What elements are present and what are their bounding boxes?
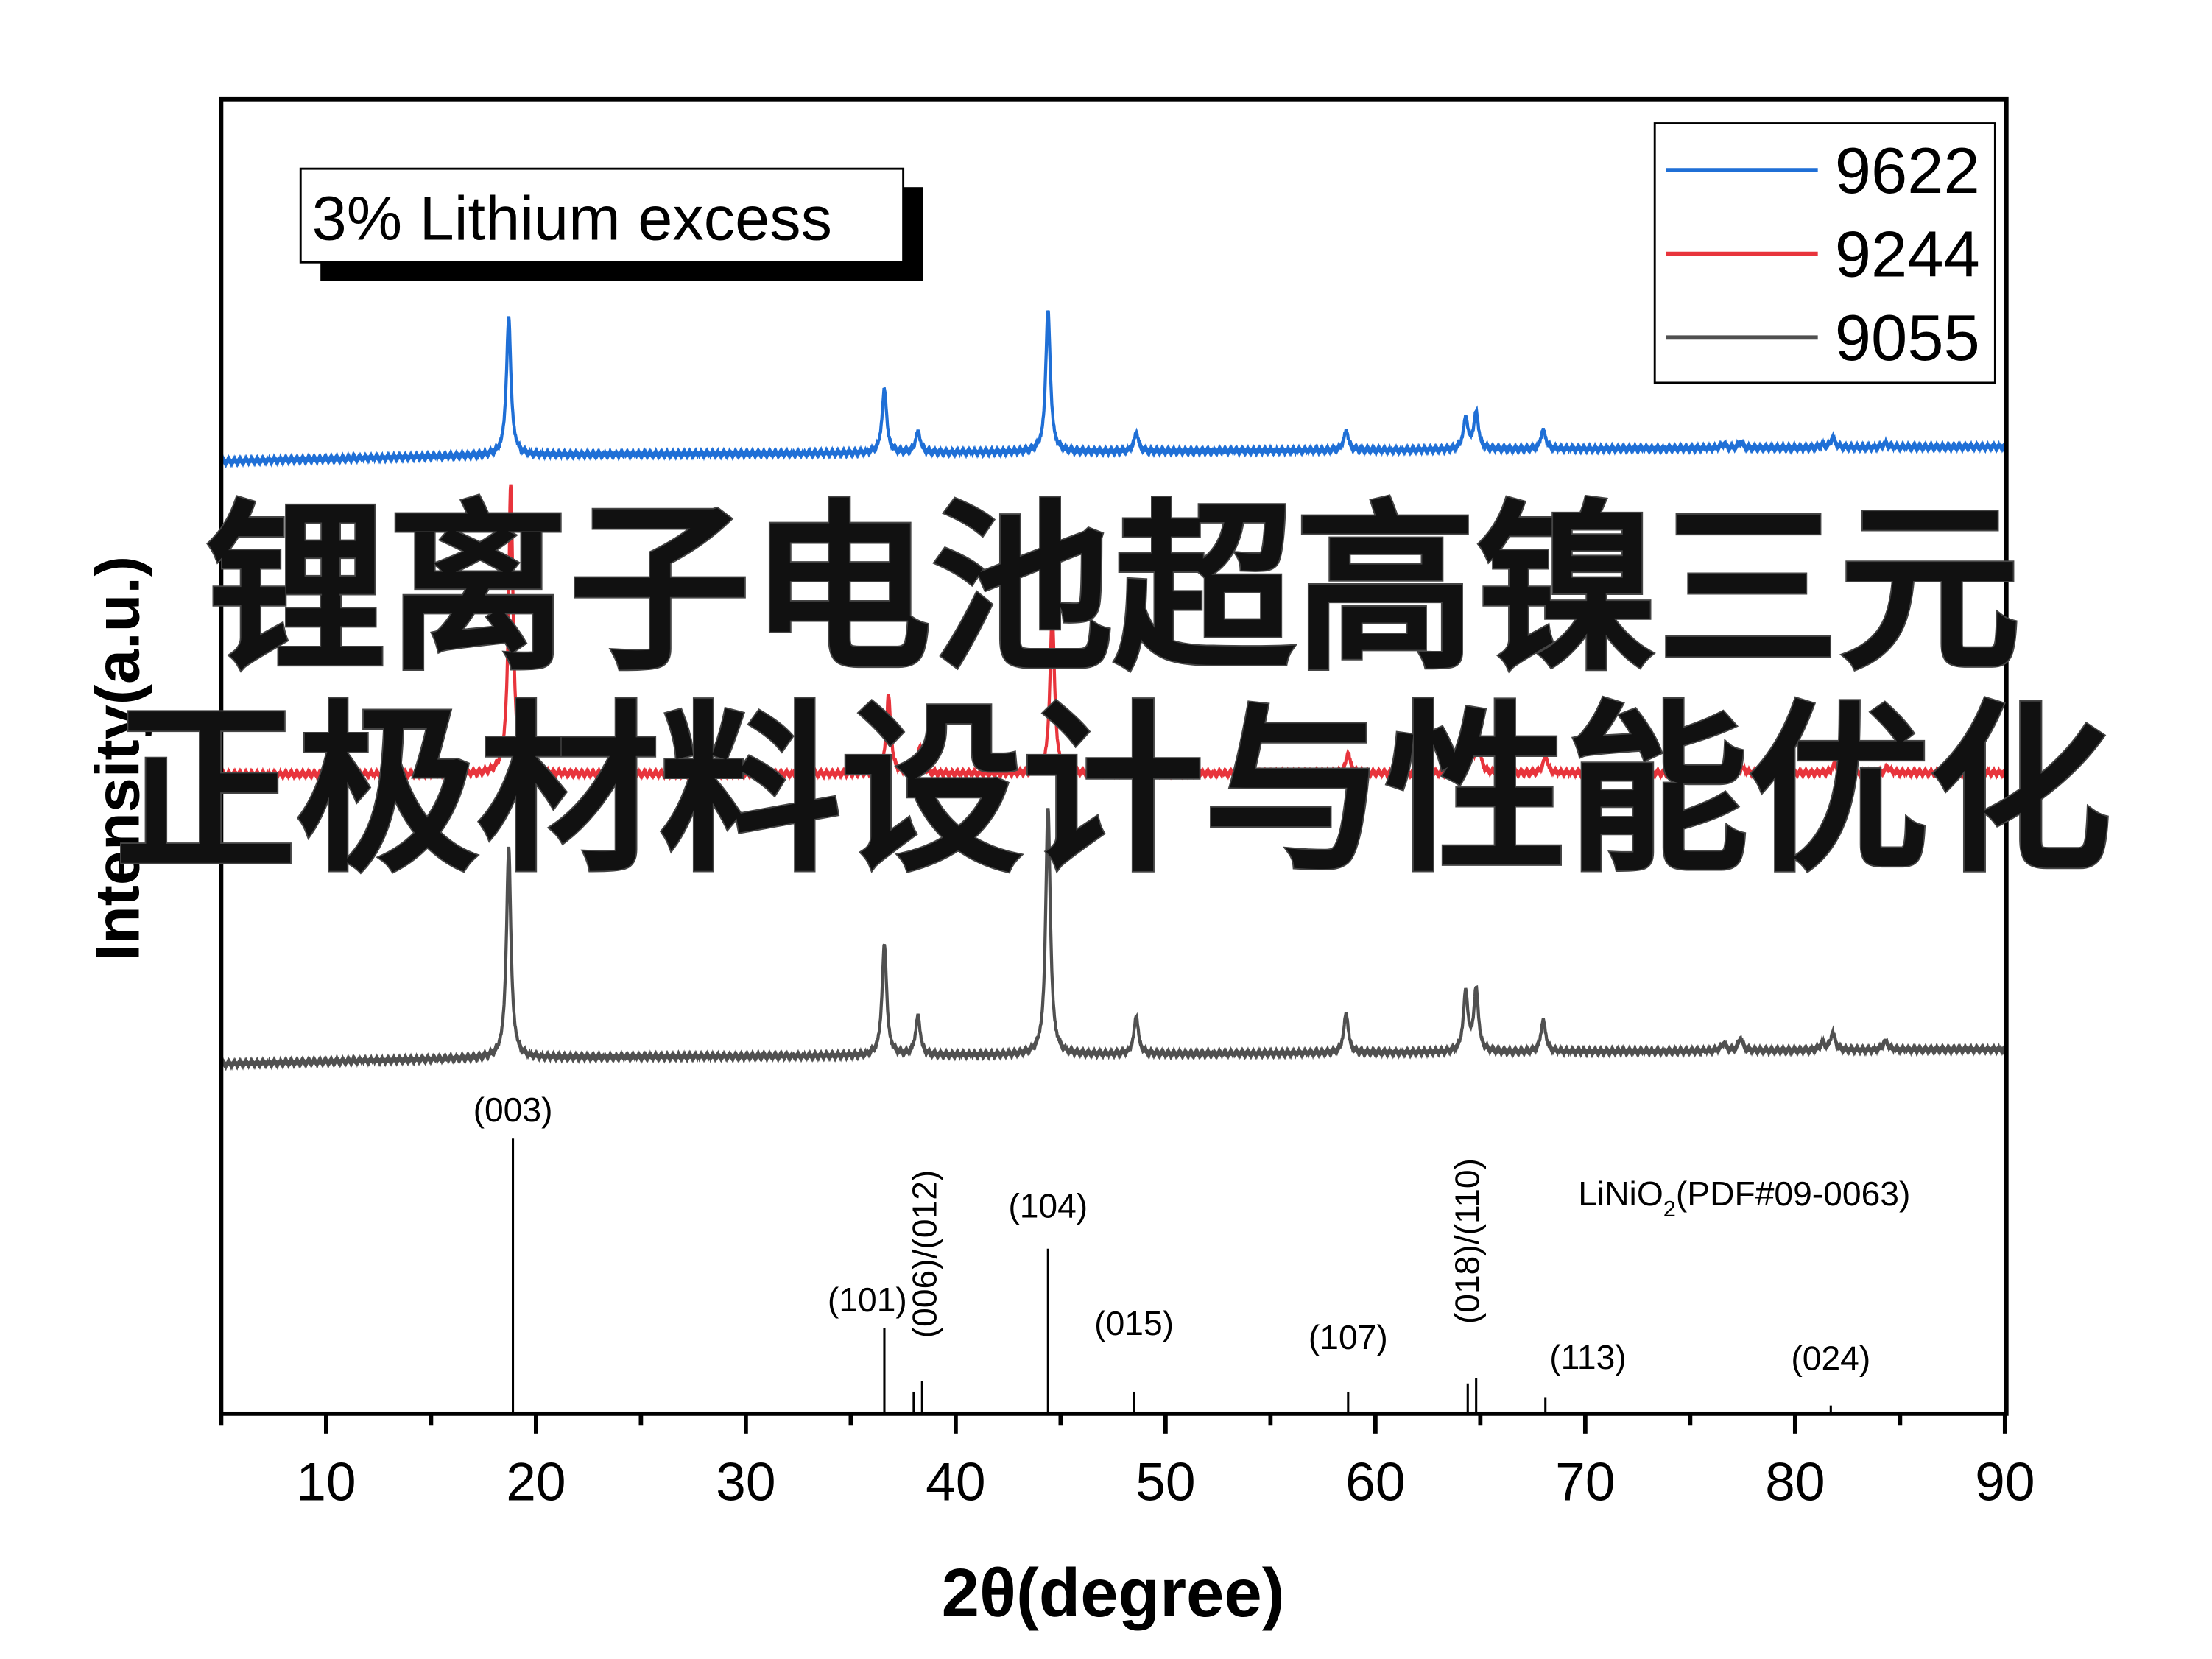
overlay-title-line2: 正极材料设计与性能优化: [115, 686, 2111, 897]
x-tick-label: 70: [1555, 1451, 1615, 1512]
legend-label-9244: 9244: [1835, 217, 1980, 290]
x-tick-label: 10: [296, 1451, 356, 1512]
annotation-text: 3% Lithium excess: [312, 183, 832, 253]
x-axis-label: 2θ(degree): [942, 1554, 1285, 1631]
reference-stick-label: (024): [1791, 1339, 1870, 1378]
y-axis-label: Intensity(a.u.): [82, 556, 152, 962]
reference-stick-label: (006)/(012): [906, 1170, 944, 1339]
reference-stick-label: (015): [1094, 1304, 1174, 1342]
series-9622-line: [219, 310, 2007, 468]
reference-stick-label: (003): [473, 1091, 553, 1129]
x-tick-label: 50: [1135, 1451, 1195, 1512]
legend-label-9055: 9055: [1835, 301, 1980, 374]
reference-label: LiNiO2(PDF#09-0063): [1578, 1174, 1910, 1222]
x-axis: 10 20 30 40 50 60 70 80 90: [219, 1413, 2035, 1512]
reference-stick-label: (104): [1008, 1186, 1088, 1225]
x-tick-label: 90: [1975, 1451, 2035, 1512]
series-9244-line: [219, 484, 2007, 782]
overlay-title-line1: 锂离子电池超高镍三元: [205, 485, 2021, 696]
x-tick-label: 30: [716, 1451, 775, 1512]
legend-label-9622: 9622: [1835, 134, 1980, 207]
reference-stick-label: (107): [1308, 1318, 1388, 1356]
x-tick-label: 60: [1345, 1451, 1405, 1512]
x-tick-label: 80: [1765, 1451, 1825, 1512]
series-9055-line: [219, 808, 2007, 1071]
reference-stick-label: (018)/(110): [1448, 1158, 1487, 1324]
reference-sticks: (003) (101)(006)/(012) (104) (015) (107) (018…: [473, 1091, 1870, 1414]
xrd-curves: [219, 310, 2007, 1071]
reference-stick-label: (101): [828, 1281, 907, 1319]
x-tick-label: 40: [926, 1451, 985, 1512]
x-tick-label: 20: [506, 1451, 566, 1512]
annotation-box: 3% Lithium excess: [299, 167, 923, 281]
reference-stick-label: (113): [1549, 1338, 1626, 1376]
legend: 9622 9244 9055: [1653, 122, 1996, 384]
plot-frame: [219, 96, 2009, 1416]
